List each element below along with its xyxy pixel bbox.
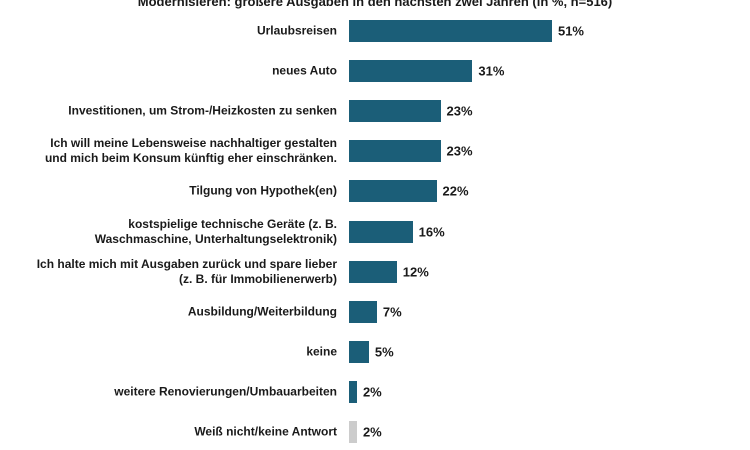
bar [349,220,413,243]
bar [349,260,397,283]
category-label: Tilgung von Hypothek(en) [189,183,337,198]
value-label: 31% [478,63,505,79]
value-label: 23% [446,103,473,119]
category-label: kostspielige technische Geräte (z. B. Wa… [94,216,337,246]
category-label: Urlaubsreisen [256,23,337,38]
bar [349,180,437,203]
category-label: Ich will meine Lebensweise nachhaltiger … [44,136,337,166]
category-label: keine [306,344,337,359]
value-label: 2% [362,424,382,440]
bar [349,340,369,363]
value-label: 51% [557,23,584,39]
value-label: 23% [446,143,473,159]
value-label: 2% [362,384,382,400]
bar [349,60,473,83]
category-label: Weiß nicht/keine Antwort [194,424,337,439]
chart-title: Modernisieren: größere Ausgaben in den n… [137,0,613,9]
value-label: 12% [402,264,429,280]
category-label: weitere Renovierungen/Umbauarbeiten [114,384,337,399]
value-label: 22% [442,183,469,199]
bar [349,300,377,323]
bar [349,380,357,403]
category-label: neues Auto [272,63,337,78]
bar [349,100,441,123]
value-label: 16% [418,224,445,239]
category-label: Investitionen, um Strom-/Heizkosten zu s… [68,103,337,118]
value-label: 5% [374,344,394,360]
bar [349,140,441,163]
bar [349,421,357,443]
category-label: Ich halte mich mit Ausgaben zurück und s… [36,256,337,286]
value-label: 7% [382,304,402,320]
bar [349,20,552,42]
category-label: Ausbildung/Weiterbildung [187,304,337,319]
